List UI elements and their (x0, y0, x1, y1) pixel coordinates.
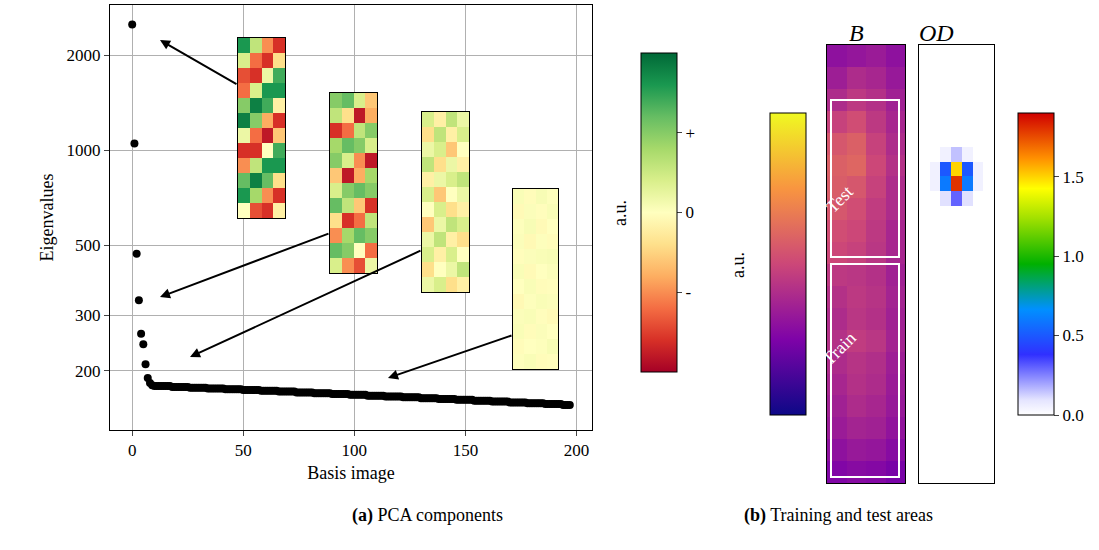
svg-text:0.5: 0.5 (1062, 326, 1083, 345)
svg-text:+: + (685, 124, 695, 143)
svg-text:a.u.: a.u. (610, 200, 630, 226)
svg-text:Basis image: Basis image (307, 463, 395, 483)
svg-text:Train: Train (819, 328, 860, 369)
svg-text:200: 200 (564, 441, 590, 460)
svg-text:200: 200 (75, 362, 101, 381)
svg-text:100: 100 (342, 441, 368, 460)
svg-text:(a) PCA components: (a) PCA components (352, 505, 503, 526)
svg-text:1000: 1000 (67, 141, 101, 160)
svg-text:OD: OD (919, 20, 954, 46)
svg-text:0: 0 (128, 441, 137, 460)
svg-text:2000: 2000 (67, 46, 101, 65)
svg-text:50: 50 (235, 441, 252, 460)
svg-text:500: 500 (75, 236, 101, 255)
svg-text:B: B (849, 20, 864, 46)
svg-text:1.0: 1.0 (1062, 247, 1083, 266)
svg-text:150: 150 (453, 441, 479, 460)
svg-text:Test: Test (822, 182, 857, 217)
svg-text:1.5: 1.5 (1062, 168, 1083, 187)
svg-text:-: - (685, 283, 691, 302)
svg-text:(b) Training and test areas: (b) Training and test areas (744, 505, 933, 526)
svg-text:0.0: 0.0 (1062, 406, 1083, 425)
svg-text:300: 300 (75, 306, 101, 325)
svg-text:0: 0 (685, 203, 694, 222)
svg-text:a.u.: a.u. (728, 252, 748, 278)
svg-text:Eigenvalues: Eigenvalues (37, 174, 57, 262)
